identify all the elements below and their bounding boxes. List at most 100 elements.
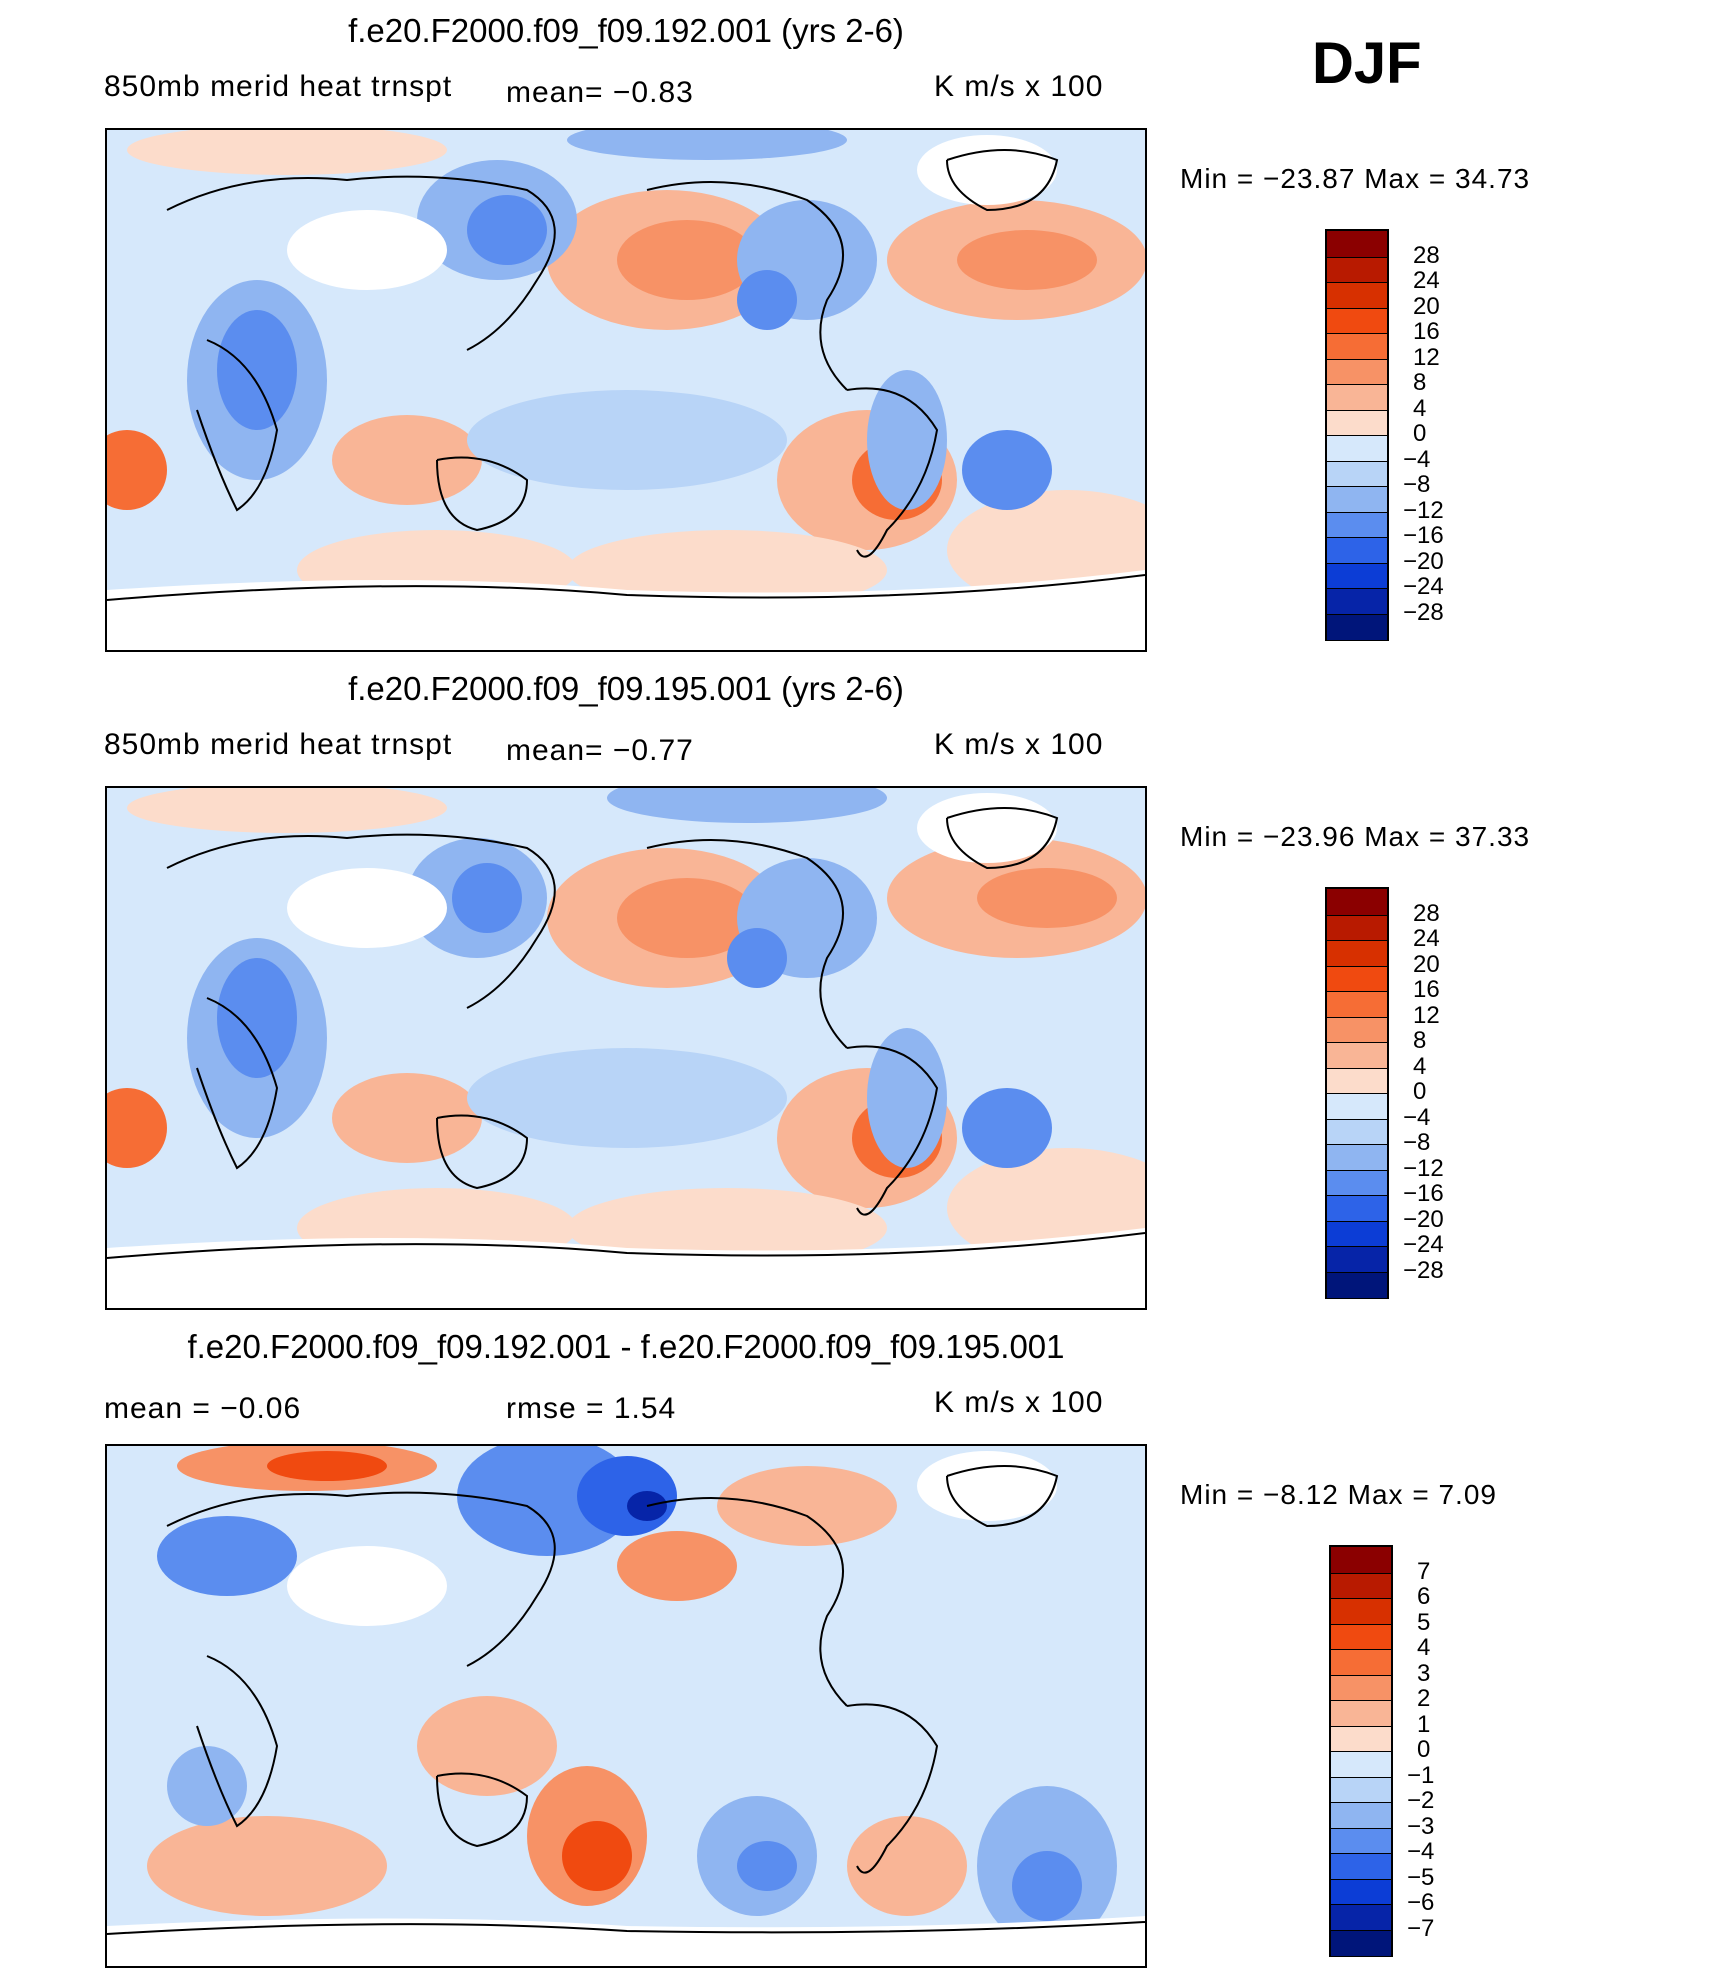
colorbar-swatch (1327, 384, 1387, 411)
panel1-colorbar (1325, 229, 1389, 641)
colorbar-swatch (1327, 940, 1387, 967)
colorbar-swatch (1327, 914, 1387, 941)
colorbar-swatch (1327, 435, 1387, 462)
colorbar-swatch (1331, 1904, 1391, 1931)
colorbar-tick-label: −28 (1403, 598, 1444, 626)
colorbar-swatch (1327, 358, 1387, 385)
colorbar-tick-label: 4 (1413, 394, 1427, 422)
colorbar-swatch (1327, 282, 1387, 309)
colorbar-tick-label: 7 (1417, 1557, 1431, 1585)
colorbar-tick-label: 20 (1413, 950, 1440, 978)
colorbar-swatch (1327, 1220, 1387, 1247)
colorbar-swatch (1327, 1016, 1387, 1043)
colorbar-tick-label: 24 (1413, 267, 1440, 294)
colorbar-tick-label: 12 (1413, 1001, 1440, 1029)
colorbar-tick-label: −20 (1403, 547, 1444, 575)
colorbar-tick-label: −4 (1403, 1103, 1431, 1131)
colorbar-swatch (1331, 1572, 1391, 1599)
colorbar-swatch (1331, 1649, 1391, 1676)
colorbar-tick-label: 8 (1413, 1027, 1427, 1054)
colorbar-swatch (1327, 1195, 1387, 1222)
colorbar-swatch (1327, 1118, 1387, 1145)
colorbar-swatch (1331, 1598, 1391, 1625)
colorbar-tick-label: 2 (1417, 1685, 1431, 1712)
colorbar-tick-label: 12 (1413, 343, 1440, 371)
panel1-minmax: Min = −23.87 Max = 34.73 (1180, 163, 1531, 194)
colorbar-tick-label: −4 (1403, 445, 1431, 473)
colorbar-swatch (1327, 1246, 1387, 1273)
panel3-title: f.e20.F2000.f09_f09.192.001 - f.e20.F200… (187, 1328, 1065, 1365)
colorbar-tick-label: −16 (1403, 522, 1444, 549)
colorbar-tick-label: 4 (1417, 1634, 1431, 1661)
colorbar-tick-label: 3 (1417, 1659, 1431, 1687)
colorbar-tick-label: −7 (1407, 1914, 1435, 1942)
season-label: DJF (1312, 31, 1422, 96)
colorbar-swatch (1327, 889, 1387, 915)
panel1-mean: mean= −0.83 (506, 76, 694, 109)
colorbar-swatch (1327, 307, 1387, 334)
colorbar-swatch (1331, 1751, 1391, 1778)
colorbar-swatch (1327, 1093, 1387, 1120)
colorbar-swatch (1327, 1271, 1387, 1298)
colorbar-swatch (1327, 333, 1387, 360)
colorbar-swatch (1327, 613, 1387, 640)
colorbar-tick-label: −16 (1403, 1180, 1444, 1207)
colorbar-swatch (1331, 1802, 1391, 1829)
panel1-variable-label: 850mb merid heat trnspt (104, 70, 453, 103)
colorbar-tick-label: 6 (1417, 1583, 1431, 1610)
colorbar-swatch (1331, 1878, 1391, 1905)
panel2-minmax: Min = −23.96 Max = 37.33 (1180, 821, 1531, 852)
colorbar-tick-label: 4 (1413, 1052, 1427, 1080)
colorbar-swatch (1327, 537, 1387, 564)
colorbar-swatch (1327, 991, 1387, 1018)
panel1-units: K m/s x 100 (934, 70, 1104, 103)
colorbar-swatch (1327, 562, 1387, 589)
colorbar-tick-label: −20 (1403, 1205, 1444, 1233)
colorbar-swatch (1331, 1623, 1391, 1650)
panel3-rmse: rmse = 1.54 (506, 1392, 677, 1425)
colorbar-tick-label: −2 (1407, 1787, 1435, 1814)
panel2-mean: mean= −0.77 (506, 734, 694, 767)
colorbar-swatch (1331, 1725, 1391, 1752)
colorbar-swatch (1327, 588, 1387, 615)
colorbar-swatch (1327, 231, 1387, 257)
colorbar-tick-label: 0 (1413, 420, 1427, 447)
panel3-map (105, 1444, 1147, 1968)
colorbar-tick-label: 5 (1417, 1608, 1431, 1636)
colorbar-swatch (1331, 1547, 1391, 1573)
colorbar-swatch (1327, 486, 1387, 513)
colorbar-swatch (1331, 1674, 1391, 1701)
colorbar-swatch (1327, 409, 1387, 436)
colorbar-tick-label: −28 (1403, 1256, 1444, 1284)
colorbar-tick-label: 24 (1413, 925, 1440, 952)
colorbar-swatch (1327, 1067, 1387, 1094)
panel1-map-field (107, 130, 1145, 650)
colorbar-tick-label: −8 (1403, 1129, 1431, 1156)
panel2-map-field (107, 788, 1145, 1308)
colorbar-tick-label: −5 (1407, 1863, 1435, 1891)
colorbar-swatch (1327, 965, 1387, 992)
colorbar-swatch (1327, 1169, 1387, 1196)
panel2-colorbar (1325, 887, 1389, 1299)
colorbar-swatch (1331, 1853, 1391, 1880)
panel3-mean: mean = −0.06 (104, 1392, 302, 1425)
colorbar-tick-label: −24 (1403, 573, 1444, 600)
colorbar-swatch (1331, 1776, 1391, 1803)
colorbar-tick-label: 28 (1413, 241, 1440, 269)
colorbar-swatch (1327, 256, 1387, 283)
colorbar-tick-label: 20 (1413, 292, 1440, 320)
colorbar-swatch (1331, 1700, 1391, 1727)
colorbar-tick-label: 0 (1417, 1736, 1431, 1763)
colorbar-tick-label: −3 (1407, 1812, 1435, 1840)
colorbar-swatch (1327, 1144, 1387, 1171)
panel2-units: K m/s x 100 (934, 728, 1104, 761)
colorbar-tick-label: −1 (1407, 1761, 1435, 1789)
panel3-map-field (107, 1446, 1145, 1966)
colorbar-swatch (1327, 1042, 1387, 1069)
colorbar-tick-label: 16 (1413, 976, 1440, 1003)
panel2-map (105, 786, 1147, 1310)
colorbar-tick-label: −12 (1403, 1154, 1444, 1182)
colorbar-tick-label: −12 (1403, 496, 1444, 524)
colorbar-tick-label: 8 (1413, 369, 1427, 396)
panel3-colorbar (1329, 1545, 1393, 1957)
